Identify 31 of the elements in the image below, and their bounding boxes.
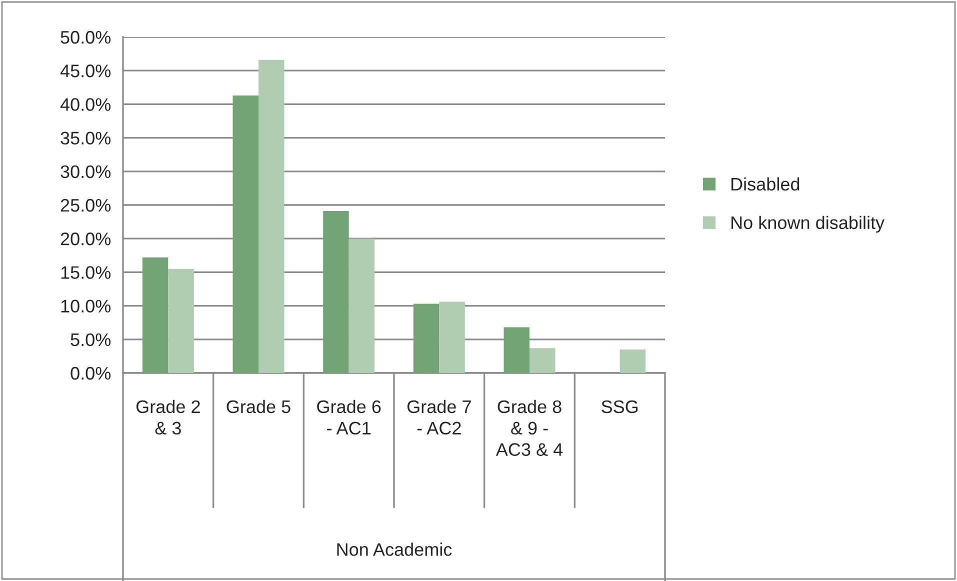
bar — [439, 302, 465, 373]
x-tick-label: SSG — [602, 400, 638, 414]
y-tick-label: 25.0% — [60, 198, 111, 212]
y-tick-label: 30.0% — [60, 165, 111, 178]
bar — [530, 348, 556, 373]
bar — [348, 238, 375, 373]
y-tick-label: 40.0% — [60, 98, 111, 111]
y-tick-label: 10.0% — [61, 300, 111, 313]
bar — [620, 349, 646, 373]
bar — [323, 211, 349, 373]
x-tick-label: Grade 5 — [226, 400, 290, 414]
bar — [504, 327, 530, 373]
legend-label: Disabled — [731, 177, 800, 191]
y-tick-label: 5.0% — [70, 333, 111, 346]
x-tick-label: Grade 6 - AC1 — [317, 400, 381, 435]
x-axis-title: Non Academic — [337, 542, 452, 556]
y-tick-label: 0.0% — [70, 366, 111, 380]
y-tick-label: 20.0% — [60, 232, 111, 246]
bar — [142, 257, 168, 373]
bar — [168, 268, 194, 373]
x-tick-label: Grade 7 - AC2 — [407, 400, 471, 435]
y-tick-label: 15.0% — [61, 266, 111, 279]
y-tick-label: 50.0% — [60, 30, 111, 44]
y-tick-label: 35.0% — [60, 132, 111, 145]
bar — [258, 60, 284, 373]
y-tick-label: 45.0% — [60, 64, 111, 78]
bar — [232, 95, 258, 373]
x-tick-label: Grade 2 & 3 — [136, 400, 200, 435]
legend-label: No known disability — [731, 216, 885, 233]
x-tick-label: Grade 8 & 9 - AC3 & 4 — [496, 400, 563, 456]
bar — [413, 304, 440, 373]
